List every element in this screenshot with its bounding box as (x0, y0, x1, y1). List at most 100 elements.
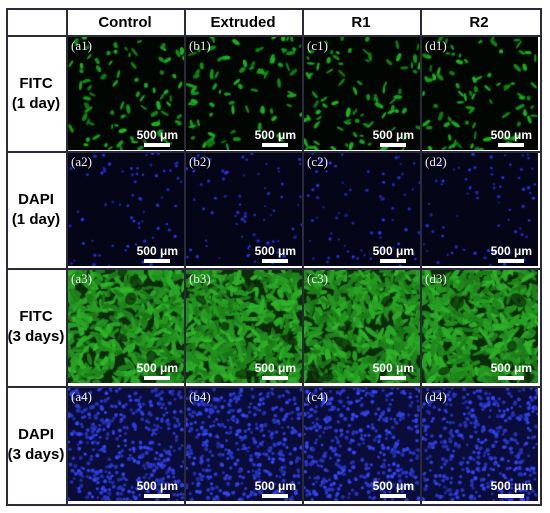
scale-bar-group: 500 μm (255, 245, 296, 263)
scale-bar-group: 500 μm (137, 362, 178, 380)
micrograph-image (68, 270, 184, 383)
micrograph-panel: (c1) 500 μm (304, 37, 420, 150)
micrograph-panel: (c2) 500 μm (304, 153, 420, 266)
panel-label: (d3) (425, 271, 447, 286)
scale-bar (262, 259, 289, 263)
micrograph-panel: (c3) 500 μm (304, 270, 420, 383)
micrograph-image (422, 153, 538, 266)
scale-bar-label: 500 μm (490, 361, 532, 375)
scale-bar-group: 500 μm (491, 362, 532, 380)
scale-bar (498, 259, 525, 263)
scale-bar-group: 500 μm (255, 480, 296, 498)
scale-bar-label: 500 μm (490, 128, 532, 142)
micrograph-panel: (a2) 500 μm (68, 153, 184, 266)
grid-hline (6, 268, 542, 270)
scale-bar (262, 143, 289, 147)
micrograph-panel: (a1) 500 μm (68, 37, 184, 150)
scale-bar-group: 500 μm (137, 480, 178, 498)
scale-bar-label: 500 μm (136, 244, 178, 258)
grid-hline (6, 504, 542, 506)
scale-bar (498, 494, 525, 498)
scale-bar-label: 500 μm (372, 244, 414, 258)
scale-bar-label: 500 μm (136, 128, 178, 142)
grid-hline (6, 8, 542, 10)
micrograph-panel: (c4) 500 μm (304, 388, 420, 501)
scale-bar-label: 500 μm (372, 128, 414, 142)
scale-bar-label: 500 μm (254, 479, 296, 493)
scale-bar-label: 500 μm (136, 361, 178, 375)
micrograph-panel: (a4) 500 μm (68, 388, 184, 501)
micrograph-image (304, 270, 420, 383)
panel-label: (b2) (189, 154, 211, 169)
scale-bar-label: 500 μm (490, 244, 532, 258)
micrograph-image (186, 270, 302, 383)
micrograph-image (304, 153, 420, 266)
grid-vline (420, 8, 422, 504)
scale-bar (144, 494, 171, 498)
micrograph-image (186, 153, 302, 266)
scale-bar (380, 143, 407, 147)
micrograph-panel: (d1) 500 μm (422, 37, 538, 150)
grid-vline (302, 8, 304, 504)
panel-label: (b1) (189, 38, 211, 53)
row-header-stain: FITC (19, 307, 53, 325)
scale-bar-group: 500 μm (373, 362, 414, 380)
micrograph-image (422, 37, 538, 150)
micrograph-panel: (d2) 500 μm (422, 153, 538, 266)
scale-bar (144, 143, 171, 147)
micrograph-image (68, 388, 184, 501)
scale-bar-label: 500 μm (490, 479, 532, 493)
scale-bar-group: 500 μm (137, 129, 178, 147)
grid-hline (6, 386, 542, 388)
grid-vline (6, 8, 8, 504)
scale-bar-group: 500 μm (373, 480, 414, 498)
micrograph-panel: (b4) 500 μm (186, 388, 302, 501)
panel-label: (d1) (425, 38, 447, 53)
column-header: Control (98, 13, 152, 31)
panel-label: (c4) (307, 389, 328, 404)
scale-bar-label: 500 μm (372, 361, 414, 375)
micrograph-image (186, 388, 302, 501)
panel-label: (c1) (307, 38, 328, 53)
scale-bar-label: 500 μm (372, 479, 414, 493)
row-header-time: (3 days) (7, 327, 65, 345)
panel-label: (a1) (71, 38, 92, 53)
panel-label: (c3) (307, 271, 328, 286)
grid-vline (540, 8, 542, 504)
row-header-stain: DAPI (18, 425, 54, 443)
micrograph-panel: (b3) 500 μm (186, 270, 302, 383)
scale-bar-group: 500 μm (491, 480, 532, 498)
row-header-stain: FITC (19, 74, 53, 92)
grid-hline (6, 151, 542, 153)
micrograph-panel: (a3) 500 μm (68, 270, 184, 383)
scale-bar (380, 259, 407, 263)
micrograph-panel: (d3) 500 μm (422, 270, 538, 383)
row-header-time: (3 days) (7, 445, 65, 463)
panel-label: (d4) (425, 389, 447, 404)
micrograph-image (422, 270, 538, 383)
panel-label: (a4) (71, 389, 92, 404)
row-header-stain: DAPI (18, 190, 54, 208)
micrograph-panel: (b1) 500 μm (186, 37, 302, 150)
panel-label: (b3) (189, 271, 211, 286)
scale-bar (144, 376, 171, 380)
row-header: DAPI (3 days) (6, 388, 66, 501)
scale-bar-label: 500 μm (136, 479, 178, 493)
panel-label: (b4) (189, 389, 211, 404)
scale-bar-group: 500 μm (491, 245, 532, 263)
scale-bar (380, 376, 407, 380)
micrograph-image (68, 153, 184, 266)
scale-bar (380, 494, 407, 498)
scale-bar-label: 500 μm (254, 244, 296, 258)
micrograph-image (422, 388, 538, 501)
scale-bar-group: 500 μm (373, 129, 414, 147)
grid-vline (66, 8, 68, 504)
micrograph-panel: (d4) 500 μm (422, 388, 538, 501)
scale-bar (262, 376, 289, 380)
scale-bar-label: 500 μm (254, 361, 296, 375)
scale-bar (498, 376, 525, 380)
row-header-time: (1 day) (11, 210, 61, 228)
scale-bar-group: 500 μm (255, 129, 296, 147)
micrograph-image (304, 388, 420, 501)
